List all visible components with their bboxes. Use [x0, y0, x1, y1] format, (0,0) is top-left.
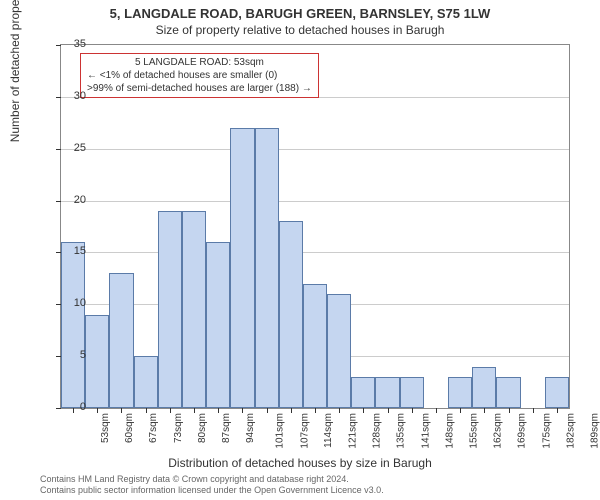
xtick-mark — [412, 408, 413, 413]
xtick-mark — [388, 408, 389, 413]
bar — [303, 284, 327, 408]
xtick-label: 73sqm — [173, 413, 184, 443]
xtick-mark — [509, 408, 510, 413]
annotation-line1: 5 LANGDALE ROAD: 53sqm — [87, 56, 312, 69]
xtick-mark — [218, 408, 219, 413]
gridline — [61, 252, 569, 253]
annotation-line3: >99% of semi-detached houses are larger … — [87, 82, 312, 95]
x-axis-label: Distribution of detached houses by size … — [0, 456, 600, 470]
xtick-mark — [146, 408, 147, 413]
ytick-label: 20 — [62, 194, 86, 206]
bar — [327, 294, 351, 408]
bar — [255, 128, 279, 408]
ytick-label: 25 — [62, 142, 86, 154]
xtick-label: 60sqm — [124, 413, 135, 443]
bar — [375, 377, 399, 408]
ytick-mark — [56, 408, 61, 409]
xtick-mark — [170, 408, 171, 413]
title-sub: Size of property relative to detached ho… — [0, 21, 600, 37]
xtick-label: 128sqm — [372, 413, 383, 449]
ytick-label: 0 — [62, 401, 86, 413]
chart-plot-area: 53sqm60sqm67sqm73sqm80sqm87sqm94sqm101sq… — [60, 44, 570, 409]
ytick-label: 35 — [62, 38, 86, 50]
bar — [85, 315, 109, 408]
xtick-label: 148sqm — [444, 413, 455, 449]
bar — [61, 242, 85, 408]
xtick-label: 189sqm — [589, 413, 600, 449]
xtick-label: 114sqm — [323, 413, 334, 448]
xtick-label: 141sqm — [420, 413, 431, 449]
xtick-label: 94sqm — [245, 413, 256, 443]
annotation-line2: ← <1% of detached houses are smaller (0) — [87, 69, 312, 82]
xtick-label: 121sqm — [348, 413, 359, 449]
y-axis-label: Number of detached properties — [8, 0, 22, 142]
xtick-mark — [267, 408, 268, 413]
xtick-mark — [363, 408, 364, 413]
bar — [496, 377, 520, 408]
ytick-mark — [56, 45, 61, 46]
ytick-label: 5 — [62, 349, 86, 361]
xtick-mark — [339, 408, 340, 413]
xtick-mark — [194, 408, 195, 413]
chart-container: 5, LANGDALE ROAD, BARUGH GREEN, BARNSLEY… — [0, 0, 600, 500]
xtick-mark — [484, 408, 485, 413]
attribution-text: Contains HM Land Registry data © Crown c… — [40, 474, 384, 496]
attribution-line1: Contains HM Land Registry data © Crown c… — [40, 474, 384, 485]
xtick-mark — [460, 408, 461, 413]
bar — [158, 211, 182, 408]
xtick-label: 67sqm — [148, 413, 159, 443]
xtick-mark — [436, 408, 437, 413]
xtick-label: 80sqm — [197, 413, 208, 443]
xtick-label: 87sqm — [221, 413, 232, 443]
title-main: 5, LANGDALE ROAD, BARUGH GREEN, BARNSLEY… — [0, 0, 600, 21]
xtick-label: 175sqm — [541, 413, 552, 449]
attribution-line2: Contains public sector information licen… — [40, 485, 384, 496]
xtick-label: 107sqm — [299, 413, 310, 449]
bar — [206, 242, 230, 408]
gridline — [61, 201, 569, 202]
bar — [545, 377, 569, 408]
xtick-label: 101sqm — [275, 413, 286, 449]
xtick-label: 53sqm — [100, 413, 111, 443]
bar — [109, 273, 133, 408]
xtick-mark — [533, 408, 534, 413]
bar — [134, 356, 158, 408]
xtick-mark — [242, 408, 243, 413]
ytick-label: 30 — [62, 90, 86, 102]
bar — [230, 128, 254, 408]
ytick-mark — [56, 201, 61, 202]
bar — [351, 377, 375, 408]
ytick-label: 15 — [62, 245, 86, 257]
xtick-label: 155sqm — [469, 413, 480, 449]
ytick-mark — [56, 97, 61, 98]
xtick-label: 135sqm — [396, 413, 407, 449]
bar — [472, 367, 496, 408]
xtick-label: 182sqm — [565, 413, 576, 449]
ytick-label: 10 — [62, 297, 86, 309]
xtick-label: 162sqm — [493, 413, 504, 449]
bar — [400, 377, 424, 408]
xtick-mark — [315, 408, 316, 413]
bar — [279, 221, 303, 408]
xtick-mark — [291, 408, 292, 413]
bar — [182, 211, 206, 408]
annotation-box: 5 LANGDALE ROAD: 53sqm ← <1% of detached… — [80, 53, 319, 98]
xtick-label: 169sqm — [517, 413, 528, 449]
bar — [448, 377, 472, 408]
xtick-mark — [121, 408, 122, 413]
xtick-mark — [557, 408, 558, 413]
gridline — [61, 149, 569, 150]
ytick-mark — [56, 149, 61, 150]
xtick-mark — [97, 408, 98, 413]
